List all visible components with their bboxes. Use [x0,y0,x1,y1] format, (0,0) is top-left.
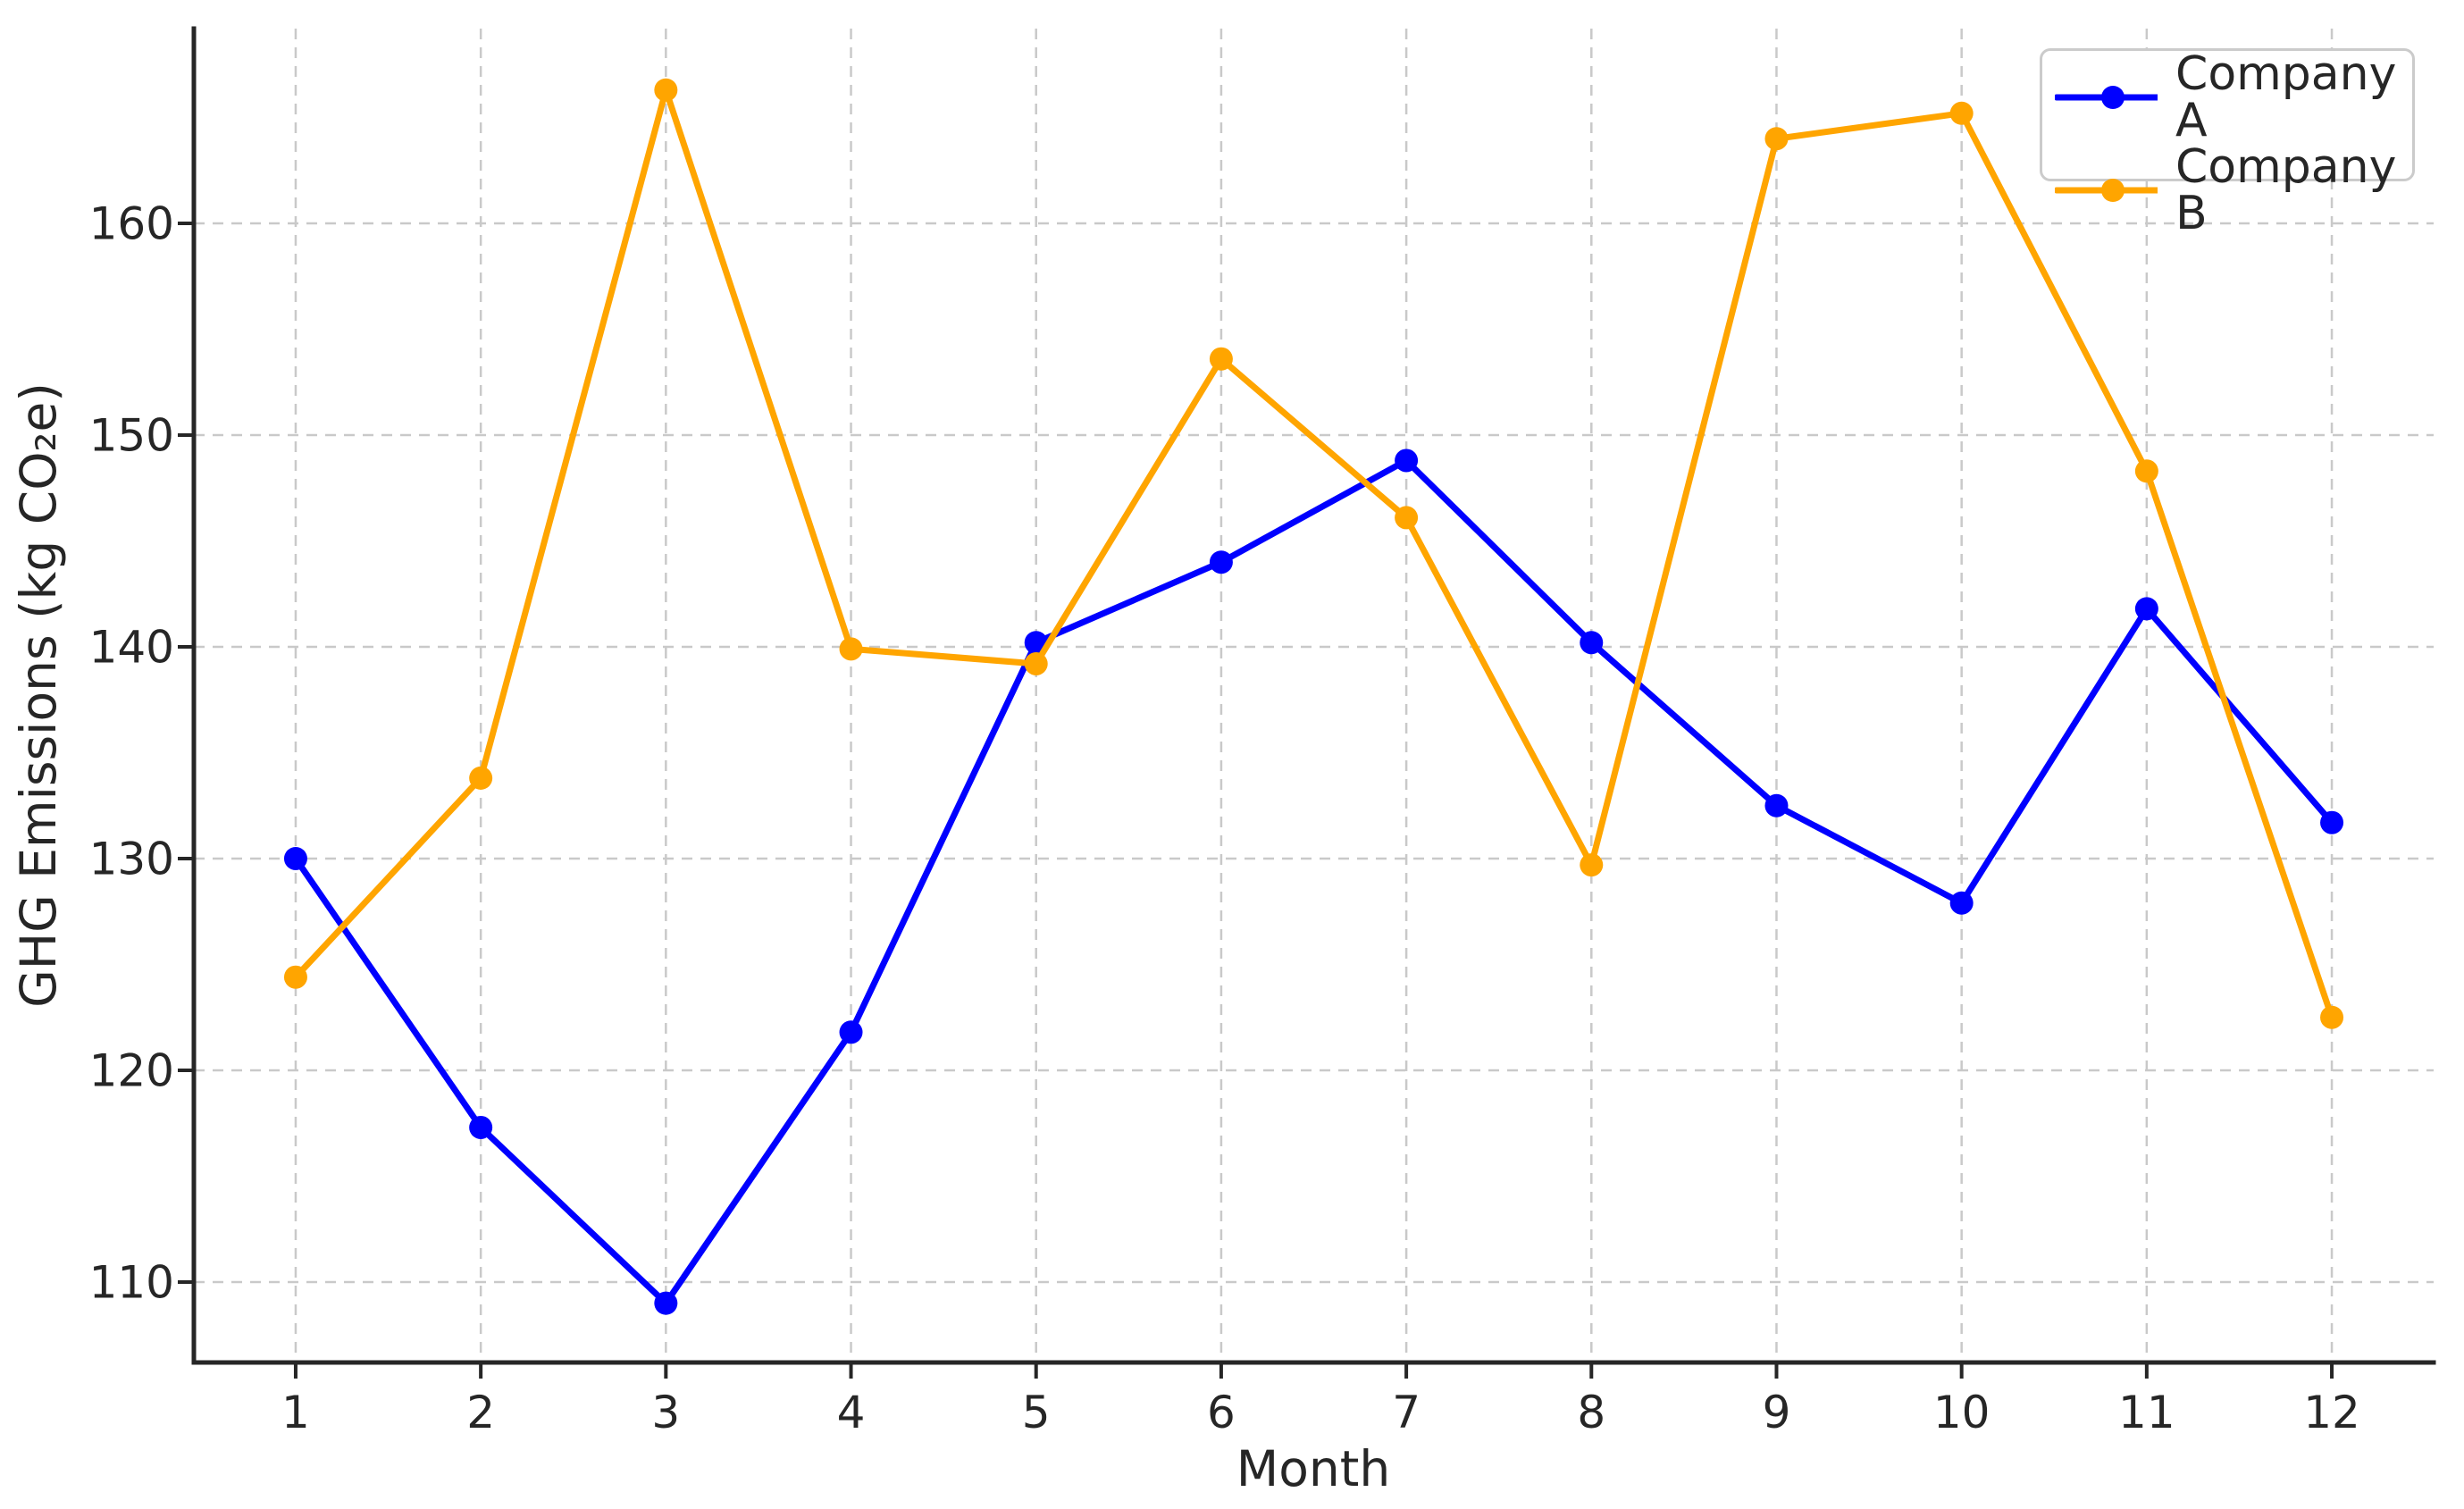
data-point [1764,127,1789,151]
legend-marker-icon [2101,86,2125,109]
data-point [283,846,307,870]
data-point [469,766,493,790]
plot-series [283,78,2344,1315]
data-point [654,78,678,102]
data-point [2320,1005,2344,1029]
data-point [2320,810,2344,834]
legend-marker-icon [2101,179,2125,202]
data-point [1209,550,1233,574]
legend: Company A Company B [2040,48,2415,237]
data-point [654,1291,678,1315]
x-tick-label: 5 [1022,1387,1051,1438]
x-tick-label: 2 [466,1387,495,1438]
legend-label: Company A [2175,47,2397,147]
x-tick-label: 3 [651,1387,680,1438]
legend-line-sample [2055,86,2158,109]
data-point [1395,506,1419,530]
data-point [469,1115,493,1139]
series-line [292,87,2335,1021]
x-tick-label: 11 [2118,1387,2175,1438]
data-point [1024,651,1048,675]
x-tick-label: 4 [837,1387,866,1438]
data-point [1949,101,1974,125]
gridlines [194,29,2434,1362]
data-point [1949,891,1974,915]
y-tick-label: 120 [89,1044,174,1096]
series-line [292,457,2335,1307]
y-tick-label: 140 [89,621,174,673]
x-tick-label: 12 [2303,1387,2360,1438]
data-point [1580,631,1604,655]
data-point [839,1020,863,1044]
y-tick-label: 150 [89,410,174,462]
y-axis-label: GHG Emissions (kg CO₂e) [10,382,67,1008]
legend-line-sample [2055,179,2158,202]
legend-label: Company B [2175,140,2397,240]
data-point [1580,853,1604,877]
x-tick-label: 8 [1577,1387,1605,1438]
x-tick-label: 1 [281,1387,310,1438]
data-point [1209,347,1233,371]
data-point [1395,449,1419,473]
x-tick-label: 10 [1933,1387,1990,1438]
data-point [283,965,307,989]
y-tick-label: 130 [89,833,174,884]
y-tick-label: 160 [89,198,174,250]
data-point [839,637,863,661]
data-point [1764,793,1789,817]
x-tick-label: 6 [1207,1387,1236,1438]
x-tick-label: 9 [1763,1387,1791,1438]
legend-item: Company A [2055,51,2412,144]
y-tick-label: 110 [89,1256,174,1308]
axes-spines [191,26,2436,1365]
data-point [2134,459,2158,483]
data-point [2134,597,2158,621]
x-tick-label: 7 [1392,1387,1421,1438]
x-axis-label: Month [1236,1440,1390,1497]
legend-item: Company B [2055,144,2412,237]
